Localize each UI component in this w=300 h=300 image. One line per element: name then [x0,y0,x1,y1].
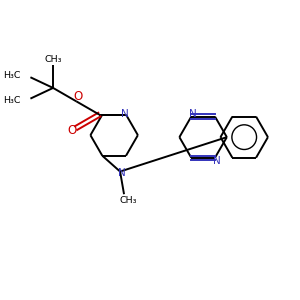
Text: N: N [213,156,221,166]
Text: CH₃: CH₃ [119,196,137,205]
Text: O: O [68,124,77,137]
Text: CH₃: CH₃ [44,55,62,64]
Text: N: N [118,167,126,178]
Text: N: N [121,109,129,118]
Text: N: N [189,109,197,118]
Text: H₃C: H₃C [3,96,20,105]
Text: H₃C: H₃C [3,71,20,80]
Text: O: O [74,90,83,103]
